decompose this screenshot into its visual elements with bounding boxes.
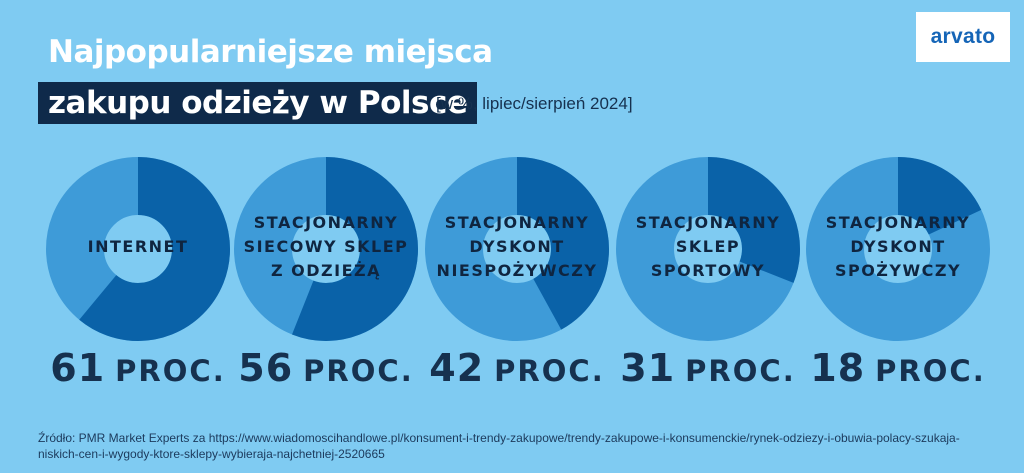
donut-value-slice [806,157,990,341]
donut-category-label-line: STACJONARNY [825,213,971,232]
percent-number: 18 [810,346,866,390]
donut-value-slice [234,157,418,341]
donut-category-label-line: STACJONARNY [444,213,590,232]
donut-category-label: STACJONARNY DYSKONT SPOŻYWCZY [803,211,993,283]
donut-4 [616,157,800,341]
percent-number: 56 [238,346,294,390]
percent-unit: PROC. [303,354,414,388]
donut-value-slice [616,157,800,341]
donut-3 [425,157,609,341]
percent-unit: PROC. [494,354,605,388]
donut-category-label: STACJONARNY DYSKONT NIESPOŻYWCZY [422,211,612,283]
donut-category-label-line: SKLEP [675,237,741,256]
donut-1 [46,157,230,341]
donut-category-label-line: SIECOWY SKLEP [243,237,409,256]
percent-number: 31 [620,346,676,390]
page-title-line2: zakupu odzieży w Polsce [48,85,468,121]
donut-category-label: STACJONARNY SIECOWY SKLEP Z ODZIEŻĄ [231,211,421,283]
donut-category-label-line: NIESPOŻYWCZY [436,261,598,280]
donut-category-label-line: Z ODZIEŻĄ [270,261,382,280]
percent-value: 61 PROC. [38,346,238,390]
percent-value: 56 PROC. [226,346,426,390]
logo-text: arvato [930,25,996,48]
page-subtitle: [w %, lipiec/sierpień 2024] [436,94,633,113]
page-title-box: zakupu odzieży w Polsce [38,82,478,124]
donut-category-label-line: SPOŻYWCZY [834,261,962,280]
donut-value-slice [46,157,230,341]
page-title-line1: Najpopularniejsze miejsca [48,34,493,70]
percent-value: 42 PROC. [417,346,617,390]
percent-unit: PROC. [115,354,226,388]
percent-unit: PROC. [875,354,986,388]
percent-value: 31 PROC. [608,346,808,390]
donut-category-label-line: DYSKONT [469,237,565,256]
percent-number: 61 [50,346,106,390]
donut-category-label: INTERNET [43,235,233,259]
donut-category-label-line: STACJONARNY [635,213,781,232]
donut-category-label-line: DYSKONT [850,237,946,256]
donut-category-label-line: STACJONARNY [253,213,399,232]
source-note: Źródło: PMR Market Experts za https://ww… [38,431,960,461]
percent-value: 18 PROC. [798,346,998,390]
arvato-logo: arvato [916,12,1010,62]
percent-unit: PROC. [685,354,796,388]
donut-category-label-line: SPORTOWY [650,261,766,280]
donut-category-label: STACJONARNY SKLEP SPORTOWY [613,211,803,283]
donut-5 [806,157,990,341]
percent-number: 42 [429,346,485,390]
donut-value-slice [425,157,609,341]
donut-2 [234,157,418,341]
donut-category-label-line: INTERNET [87,237,189,256]
